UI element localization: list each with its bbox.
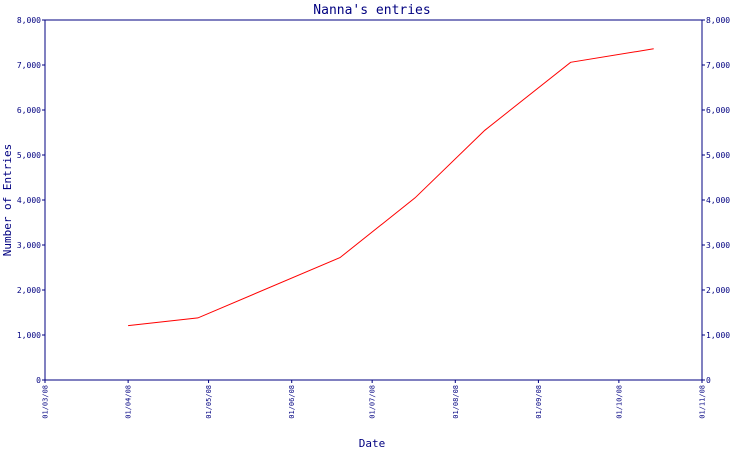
y-tick-label-left: 5,000 (17, 151, 41, 160)
x-tick-label: 01/04/08 (125, 385, 133, 419)
y-tick-label-right: 3,000 (706, 241, 730, 250)
chart-title: Nanna's entries (313, 3, 430, 18)
series-line (128, 48, 654, 327)
plot-frame (44, 19, 703, 381)
y-tick-label-right: 8,000 (706, 16, 730, 25)
y-axis-left: 0 1,000 2,000 3,000 4,000 5,000 6,000 7,000 8,00… (17, 16, 45, 385)
y-tick-label-left: 6,000 (17, 106, 41, 115)
x-tick-label: 01/10/08 (615, 385, 623, 419)
y-tick-label-left: 8,000 (17, 16, 41, 25)
y-tick-label-left: 2,000 (17, 286, 41, 295)
x-tick-label: 01/11/08 (699, 385, 707, 419)
y-tick-label-left: 3,000 (17, 241, 41, 250)
x-tick-label: 01/05/08 (205, 385, 213, 419)
y-tick-label-left: 4,000 (17, 196, 41, 205)
y-axis-title: Number of Entries (1, 144, 14, 257)
x-tick-label: 01/03/08 (42, 385, 50, 419)
x-axis: 01/03/08 01/04/08 01/05/08 01/06/08 01/07/08… (42, 380, 707, 419)
y-tick-label-left: 1,000 (17, 331, 41, 340)
x-tick-label: 01/08/08 (452, 385, 460, 419)
x-tick-label: 01/09/08 (535, 385, 543, 419)
x-tick-label: 01/06/08 (288, 385, 296, 419)
x-axis-title: Date (359, 437, 386, 450)
x-tick-label: 01/07/08 (369, 385, 377, 419)
y-tick-label-right: 7,000 (706, 61, 730, 70)
y-tick-label-right: 5,000 (706, 151, 730, 160)
series-layer (128, 48, 654, 327)
y-tick-label-right: 0 (706, 376, 711, 385)
y-tick-label-right: 2,000 (706, 286, 730, 295)
y-tick-label-left: 0 (36, 376, 41, 385)
y-tick-label-left: 7,000 (17, 61, 41, 70)
y-axis-right: 0 1,000 2,000 3,000 4,000 5,000 6,000 7,000 8,00… (702, 16, 730, 385)
y-tick-label-right: 6,000 (706, 106, 730, 115)
y-tick-label-right: 4,000 (706, 196, 730, 205)
y-tick-label-right: 1,000 (706, 331, 730, 340)
